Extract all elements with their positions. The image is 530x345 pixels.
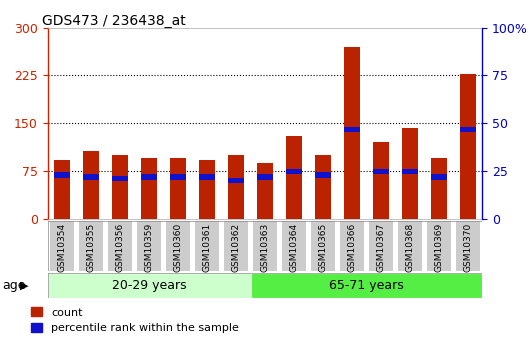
- Text: GSM10363: GSM10363: [261, 223, 269, 272]
- Bar: [112, 155, 128, 219]
- Text: GSM10369: GSM10369: [435, 223, 443, 272]
- Text: GSM10362: GSM10362: [232, 223, 241, 272]
- Bar: [344, 47, 360, 219]
- Legend: count, percentile rank within the sample: count, percentile rank within the sample: [26, 303, 243, 338]
- FancyBboxPatch shape: [282, 221, 306, 271]
- FancyBboxPatch shape: [108, 221, 132, 271]
- Bar: [141, 175, 157, 179]
- Bar: [402, 169, 418, 174]
- FancyBboxPatch shape: [456, 221, 480, 271]
- Text: GSM10360: GSM10360: [174, 223, 182, 272]
- FancyBboxPatch shape: [166, 221, 190, 271]
- FancyBboxPatch shape: [427, 221, 450, 271]
- Bar: [228, 155, 244, 219]
- Bar: [315, 172, 331, 178]
- Text: GSM10364: GSM10364: [289, 223, 298, 272]
- Text: 65-71 years: 65-71 years: [329, 279, 404, 292]
- Bar: [257, 163, 273, 219]
- Bar: [286, 169, 302, 174]
- FancyBboxPatch shape: [253, 221, 277, 271]
- Bar: [402, 128, 418, 219]
- Text: age: age: [3, 279, 26, 292]
- Bar: [315, 155, 331, 219]
- FancyBboxPatch shape: [369, 221, 393, 271]
- Bar: [83, 151, 99, 219]
- FancyBboxPatch shape: [48, 273, 251, 298]
- Text: GSM10359: GSM10359: [145, 223, 154, 272]
- Text: GSM10368: GSM10368: [405, 223, 414, 272]
- Bar: [228, 178, 244, 183]
- Bar: [373, 169, 389, 174]
- Bar: [54, 160, 70, 219]
- Bar: [373, 142, 389, 219]
- FancyBboxPatch shape: [251, 273, 482, 298]
- FancyBboxPatch shape: [137, 221, 161, 271]
- Bar: [286, 136, 302, 219]
- Bar: [257, 175, 273, 179]
- FancyBboxPatch shape: [224, 221, 248, 271]
- Text: GSM10366: GSM10366: [348, 223, 356, 272]
- Text: GSM10365: GSM10365: [319, 223, 328, 272]
- FancyBboxPatch shape: [398, 221, 422, 271]
- Bar: [344, 127, 360, 132]
- Bar: [431, 158, 447, 219]
- FancyBboxPatch shape: [311, 221, 335, 271]
- Text: GSM10354: GSM10354: [58, 223, 67, 272]
- FancyBboxPatch shape: [195, 221, 219, 271]
- Bar: [431, 175, 447, 179]
- Bar: [141, 158, 157, 219]
- Text: GSM10370: GSM10370: [463, 223, 472, 272]
- Bar: [83, 175, 99, 179]
- Bar: [170, 175, 186, 179]
- Bar: [170, 158, 186, 219]
- Bar: [199, 160, 215, 219]
- Bar: [199, 175, 215, 179]
- Text: GSM10361: GSM10361: [202, 223, 211, 272]
- Text: GSM10355: GSM10355: [87, 223, 95, 272]
- FancyBboxPatch shape: [50, 221, 74, 271]
- Bar: [54, 172, 70, 178]
- Text: GDS473 / 236438_at: GDS473 / 236438_at: [42, 14, 186, 28]
- Text: GSM10356: GSM10356: [116, 223, 125, 272]
- Bar: [460, 73, 476, 219]
- Bar: [460, 127, 476, 132]
- FancyBboxPatch shape: [340, 221, 364, 271]
- Text: 20-29 years: 20-29 years: [112, 279, 187, 292]
- Text: ▶: ▶: [20, 280, 29, 290]
- FancyBboxPatch shape: [80, 221, 103, 271]
- Bar: [112, 176, 128, 181]
- Text: GSM10367: GSM10367: [376, 223, 385, 272]
